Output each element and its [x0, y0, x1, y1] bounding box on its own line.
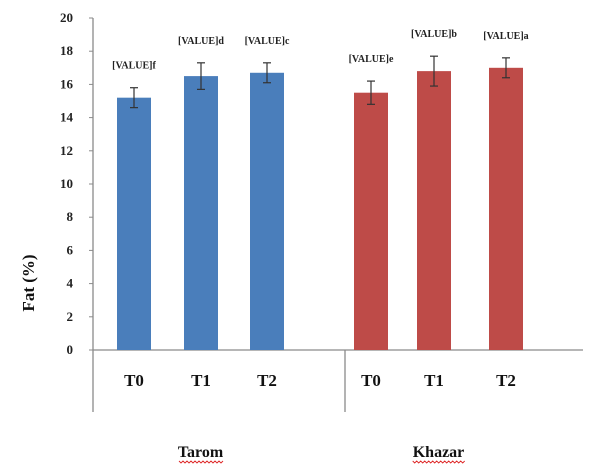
spellcheck-underline	[412, 460, 466, 464]
group-label: Khazar	[413, 444, 465, 461]
bar	[417, 71, 451, 351]
bar	[489, 67, 523, 351]
data-label: [VALUE]a	[483, 31, 528, 42]
category-label: T0	[124, 371, 144, 390]
group-labels: Tarom Khazar	[178, 444, 466, 464]
category-label: T2	[257, 371, 277, 390]
y-tick-label: 6	[67, 242, 74, 257]
y-tick-label: 4	[67, 276, 74, 291]
spellcheck-underline	[178, 460, 224, 464]
y-tick-label: 8	[67, 209, 74, 224]
y-tick-label: 18	[60, 43, 74, 58]
y-axis-label: Fat (%)	[19, 254, 38, 311]
y-tick-label: 10	[60, 176, 73, 191]
y-tick-label: 20	[60, 10, 73, 25]
y-tick-label: 14	[60, 110, 74, 125]
bar	[250, 72, 284, 350]
data-label: [VALUE]e	[349, 54, 394, 65]
y-ticks: 0 2 4 6 8 10 12 14 16 18 20	[60, 10, 93, 357]
category-label: T2	[496, 371, 516, 390]
data-label: [VALUE]f	[112, 61, 156, 72]
category-label: T1	[191, 371, 211, 390]
data-labels: [VALUE]f [VALUE]d [VALUE]c [VALUE]e [VALUE]b…	[112, 29, 529, 72]
category-label: T0	[361, 371, 381, 390]
bar	[117, 97, 151, 351]
category-labels: T0 T1 T2 T0 T1 T2	[124, 371, 516, 390]
category-label: T1	[424, 371, 444, 390]
bar	[184, 76, 218, 350]
y-tick-label: 12	[60, 143, 73, 158]
y-tick-label: 2	[67, 309, 74, 324]
y-tick-label: 16	[60, 76, 74, 91]
data-label: [VALUE]c	[245, 36, 290, 47]
y-tick-label: 0	[67, 342, 74, 357]
group-label: Tarom	[178, 444, 224, 461]
data-label: [VALUE]b	[411, 29, 457, 40]
bar	[354, 92, 388, 350]
data-label: [VALUE]d	[178, 36, 224, 47]
error-bars	[130, 55, 510, 109]
bars	[117, 67, 523, 351]
